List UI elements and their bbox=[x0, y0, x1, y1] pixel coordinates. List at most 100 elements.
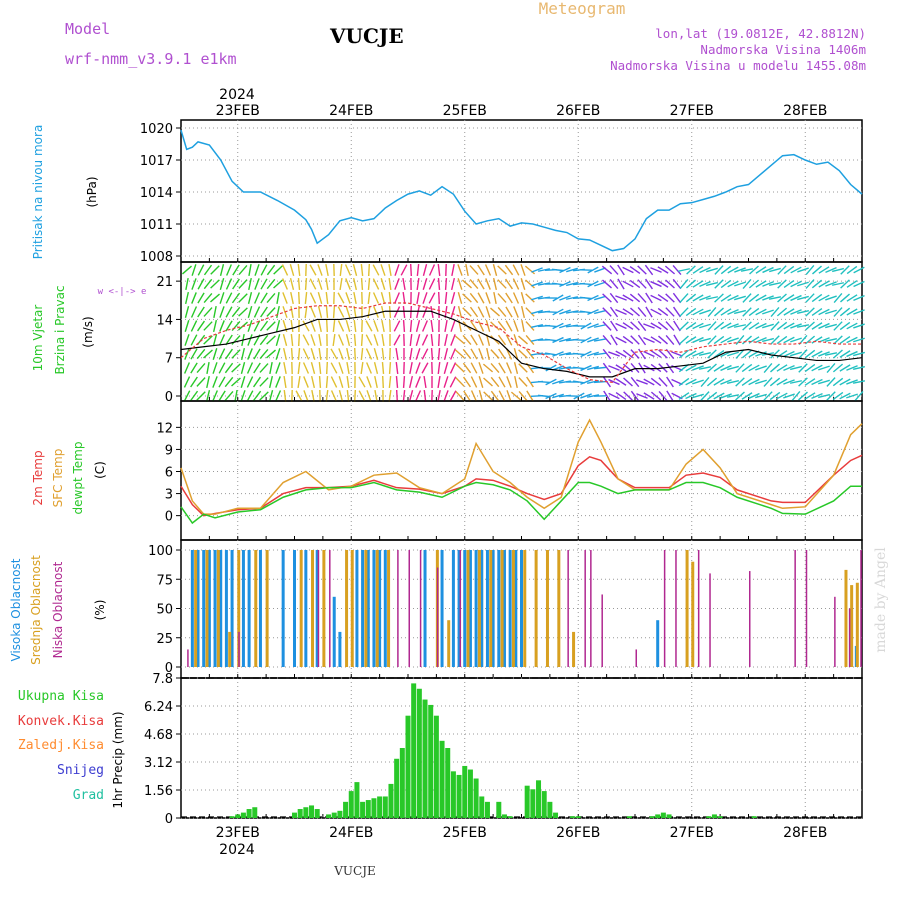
wind-arrow bbox=[622, 294, 634, 302]
precip-bar bbox=[655, 814, 661, 818]
cloud-bar bbox=[691, 561, 695, 667]
cloud-bar bbox=[281, 550, 285, 667]
wind-ytick-label: 0 bbox=[165, 390, 173, 405]
wind-arrow bbox=[260, 278, 268, 290]
wind-arrow bbox=[692, 365, 704, 371]
wind-arrow bbox=[593, 324, 607, 328]
wind-arrow bbox=[741, 392, 753, 400]
wind-arrow bbox=[218, 334, 226, 346]
wind-arrow bbox=[790, 337, 802, 343]
wind-arrow bbox=[685, 392, 697, 400]
wind-arrow bbox=[665, 321, 675, 331]
wind-arrow bbox=[485, 278, 491, 290]
wind-arrow bbox=[428, 264, 436, 276]
wind-arrow bbox=[790, 365, 802, 371]
wind-arrow bbox=[840, 293, 850, 303]
wind-arrow bbox=[212, 348, 218, 360]
precip-bar bbox=[484, 801, 490, 818]
wind-arrow bbox=[650, 391, 662, 401]
wind-arrow bbox=[537, 394, 551, 398]
precip-bar bbox=[405, 715, 411, 818]
wind-arrow bbox=[643, 378, 655, 386]
wind-arrow bbox=[506, 376, 512, 388]
wind-arrow bbox=[776, 307, 788, 317]
panel-pressure: 1020 1017 1014 1011 1008 bbox=[140, 119, 863, 265]
wind-arrow bbox=[726, 379, 740, 385]
wind-arrow bbox=[197, 306, 205, 318]
wind-arrow bbox=[352, 277, 358, 291]
wind-arrow bbox=[189, 390, 199, 402]
wind-arrow bbox=[755, 365, 767, 371]
wind-arrow bbox=[679, 321, 689, 331]
cloud-bar bbox=[190, 550, 194, 667]
wind-arrow bbox=[490, 390, 500, 402]
model-elevation-text: Nadmorska Visina u modelu 1455.08m bbox=[610, 58, 866, 73]
wind-arrow bbox=[629, 279, 641, 289]
cloud-bar bbox=[502, 550, 506, 667]
legend-snow: Snijeg bbox=[57, 763, 104, 778]
wind-arrow bbox=[559, 337, 571, 343]
wind-arrow bbox=[462, 279, 472, 289]
wind-arrow bbox=[602, 335, 612, 345]
wind-arrow bbox=[580, 364, 592, 372]
wind-arrow bbox=[818, 379, 830, 385]
wind-arrow bbox=[289, 278, 295, 290]
cloud-bar bbox=[350, 550, 354, 667]
wind-arrow bbox=[252, 376, 262, 388]
wind-arrow bbox=[212, 362, 218, 374]
wind-arrow bbox=[497, 279, 507, 289]
wind-arrow bbox=[714, 265, 724, 275]
top-day-label: 23FEB bbox=[216, 103, 260, 119]
wind-arrow bbox=[247, 306, 253, 318]
wind-arrow bbox=[346, 347, 350, 361]
wind-arrow bbox=[804, 335, 816, 345]
wind-arrow bbox=[416, 277, 420, 291]
wind-arrow bbox=[637, 320, 647, 332]
wind-arrow bbox=[477, 320, 485, 332]
wind-arrow bbox=[248, 263, 252, 277]
wind-arrow bbox=[637, 306, 647, 318]
wind-arrow bbox=[650, 336, 662, 344]
wind-arrow bbox=[388, 375, 392, 389]
wind-arrow bbox=[318, 319, 322, 333]
wind-arrow bbox=[346, 361, 350, 375]
wind-arrow bbox=[478, 348, 484, 360]
wind-arrow bbox=[317, 306, 323, 318]
wind-arrow bbox=[304, 291, 308, 305]
wind-arrow bbox=[811, 350, 823, 358]
wind-arrow bbox=[853, 280, 865, 288]
wind-arrow bbox=[367, 263, 371, 277]
wind-arrow bbox=[832, 391, 844, 401]
wind-arrow bbox=[266, 307, 276, 317]
wind-arrow bbox=[586, 379, 600, 385]
cloud-bar bbox=[299, 550, 303, 667]
wind-arrow bbox=[497, 306, 507, 318]
wind-arrow bbox=[629, 293, 641, 303]
wind-arrow bbox=[755, 393, 767, 399]
wind-arrow bbox=[699, 281, 711, 287]
precip-bar bbox=[450, 771, 456, 818]
wind-arrow bbox=[283, 375, 287, 389]
wind-arrow bbox=[811, 293, 823, 303]
wind-arrow bbox=[755, 308, 767, 316]
wind-arrow bbox=[727, 323, 739, 329]
wind-arrow bbox=[692, 322, 704, 330]
wind-arrow bbox=[790, 309, 802, 315]
cloud-bar bbox=[497, 550, 501, 667]
cloud-bar bbox=[850, 585, 854, 667]
wind-arrow bbox=[643, 350, 655, 358]
wind-arrow bbox=[437, 277, 441, 291]
wind-arrow bbox=[465, 263, 469, 277]
wind-arrow bbox=[415, 320, 421, 332]
wind-arrow bbox=[685, 293, 697, 303]
wind-arrow bbox=[416, 291, 420, 305]
wind-arrow bbox=[805, 279, 815, 289]
wind-arrow bbox=[408, 375, 414, 389]
cloud-bar bbox=[436, 567, 439, 667]
wind-arrow bbox=[525, 321, 535, 331]
wind-arrow bbox=[520, 292, 526, 304]
wind-arrow bbox=[266, 321, 276, 331]
precip-bar bbox=[337, 810, 343, 818]
wind-arrow bbox=[748, 322, 760, 330]
wind-arrow bbox=[742, 335, 752, 345]
